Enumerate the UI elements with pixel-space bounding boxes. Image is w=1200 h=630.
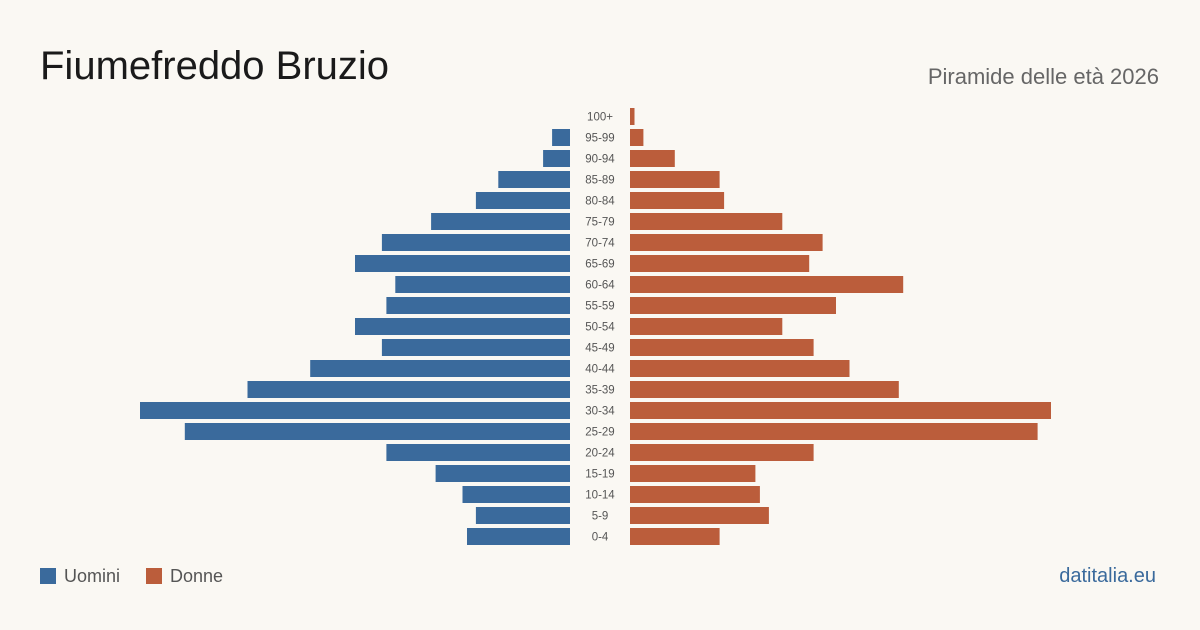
age-label-5-9: 5-9 [592, 511, 609, 523]
bar-women-45-49 [630, 339, 814, 356]
age-label-35-39: 35-39 [585, 385, 614, 397]
bar-men-65-69 [355, 255, 570, 272]
bar-women-50-54 [630, 318, 783, 335]
age-label-55-59: 55-59 [585, 301, 614, 313]
bar-women-70-74 [630, 234, 823, 251]
bar-women-10-14 [630, 486, 760, 503]
bar-men-25-29 [184, 423, 571, 440]
age-label-90-94: 90-94 [585, 154, 615, 166]
bar-women-60-64 [630, 276, 904, 293]
bar-women-80-84 [630, 192, 725, 209]
bar-men-15-19 [435, 465, 570, 482]
age-label-80-84: 80-84 [585, 196, 615, 208]
bar-men-75-79 [431, 213, 570, 230]
bar-women-85-89 [630, 171, 720, 188]
legend-swatch-men [40, 568, 56, 584]
age-label-85-89: 85-89 [585, 175, 614, 187]
age-label-30-34: 30-34 [585, 406, 615, 418]
age-label-75-79: 75-79 [585, 217, 614, 229]
legend-swatch-women [146, 568, 163, 584]
bar-women-90-94 [630, 150, 675, 167]
age-label-40-44: 40-44 [585, 364, 615, 376]
bar-men-60-64 [395, 276, 570, 293]
site-link[interactable]: datitalia.eu [1059, 565, 1156, 587]
bar-women-30-34 [630, 402, 1051, 419]
age-label-45-49: 45-49 [585, 343, 614, 355]
bar-women-15-19 [630, 465, 756, 482]
age-label-95-99: 95-99 [585, 133, 614, 145]
age-label-60-64: 60-64 [585, 280, 615, 292]
age-label-100plus: 100+ [587, 112, 613, 124]
age-label-70-74: 70-74 [585, 238, 615, 250]
legend-label-men: Uomini [64, 566, 121, 586]
age-label-10-14: 10-14 [585, 490, 615, 502]
bar-women-5-9 [630, 507, 769, 524]
bar-men-55-59 [386, 297, 570, 314]
legend: Uomini Donne [40, 564, 249, 588]
age-label-20-24: 20-24 [585, 448, 615, 460]
bar-men-35-39 [247, 381, 570, 398]
bar-men-95-99 [552, 129, 570, 146]
bar-women-40-44 [630, 360, 850, 377]
bar-women-20-24 [630, 444, 814, 461]
bar-men-45-49 [381, 339, 570, 356]
bar-women-25-29 [630, 423, 1038, 440]
age-label-25-29: 25-29 [585, 427, 614, 439]
bar-men-40-44 [310, 360, 570, 377]
bar-women-35-39 [630, 381, 899, 398]
bar-women-55-59 [630, 297, 836, 314]
chart-title: Fiumefreddo Bruzio [40, 44, 390, 88]
bar-women-0-4 [630, 528, 720, 545]
bar-men-90-94 [543, 150, 570, 167]
bar-women-95-99 [630, 129, 644, 146]
bar-women-100plus [630, 108, 635, 125]
legend-label-women: Donne [170, 566, 224, 586]
bar-men-5-9 [475, 507, 570, 524]
bar-women-65-69 [630, 255, 810, 272]
bar-men-85-89 [498, 171, 570, 188]
bar-men-50-54 [355, 318, 570, 335]
chart-subtitle: Piramide delle età 2026 [927, 64, 1159, 89]
age-label-65-69: 65-69 [585, 259, 614, 271]
bar-men-30-34 [140, 402, 570, 419]
bar-women-75-79 [630, 213, 783, 230]
bar-men-70-74 [381, 234, 570, 251]
age-label-50-54: 50-54 [585, 322, 615, 334]
bar-men-80-84 [475, 192, 570, 209]
bar-men-20-24 [386, 444, 570, 461]
age-label-0-4: 0-4 [592, 532, 609, 544]
bar-men-0-4 [467, 528, 570, 545]
legend-item-men: Uomini [40, 564, 120, 588]
legend-item-women: Donne [146, 564, 223, 588]
age-label-15-19: 15-19 [585, 469, 614, 481]
bar-men-10-14 [462, 486, 570, 503]
